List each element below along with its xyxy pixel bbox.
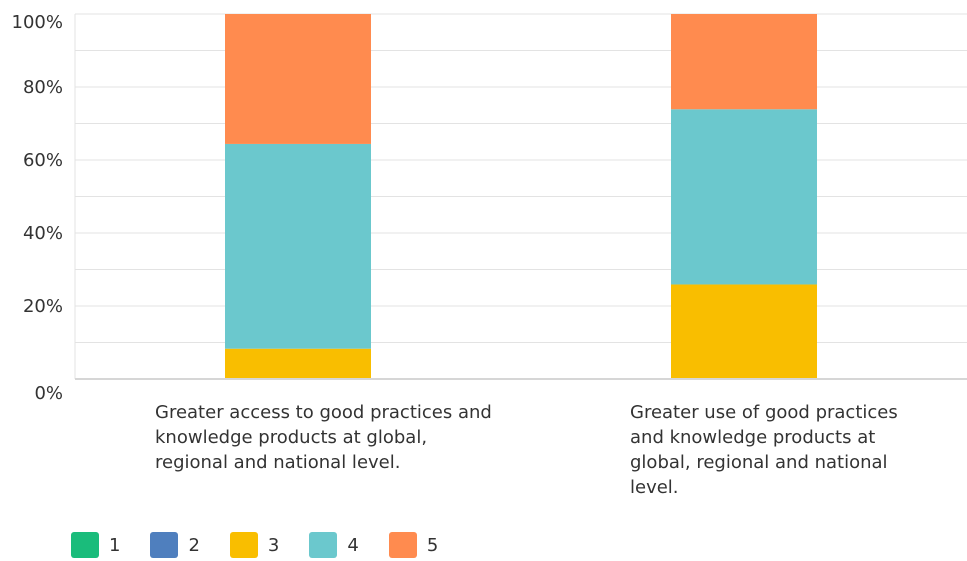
legend-item-1[interactable]: 1 <box>71 532 120 558</box>
legend-swatch-1 <box>71 532 99 558</box>
bar-segment <box>671 14 817 110</box>
legend-item-5[interactable]: 5 <box>388 532 439 558</box>
category-label-1: Greater use of good practices and knowle… <box>630 402 898 498</box>
bar-segment <box>671 109 817 285</box>
y-tick-label: 40% <box>23 223 63 244</box>
legend-item-3[interactable]: 3 <box>229 532 280 558</box>
y-tick-label: 0% <box>34 383 63 404</box>
bar-segment <box>225 348 371 379</box>
legend-swatch-5 <box>388 532 417 558</box>
y-tick-label: 60% <box>23 150 63 171</box>
y-tick-label: 80% <box>23 77 63 98</box>
legend-label-2: 2 <box>188 534 200 556</box>
legend-label-5: 5 <box>426 534 439 556</box>
legend: 1 2 3 4 5 <box>71 532 468 558</box>
category-label-0: Greater access to good practices and kno… <box>155 402 492 473</box>
y-tick-label: 100% <box>12 12 63 33</box>
legend-label-3: 3 <box>267 534 280 556</box>
bar-segment <box>225 14 371 144</box>
y-tick-label: 20% <box>23 296 63 317</box>
legend-swatch-2 <box>150 532 179 558</box>
bar-segment <box>225 143 371 349</box>
bar-segment <box>671 284 817 379</box>
legend-item-2[interactable]: 2 <box>150 532 200 558</box>
legend-label-4: 4 <box>347 534 359 556</box>
legend-label-1: 1 <box>109 534 121 556</box>
legend-item-4[interactable]: 4 <box>309 532 359 558</box>
legend-swatch-3 <box>229 532 258 558</box>
legend-swatch-4 <box>309 532 338 558</box>
